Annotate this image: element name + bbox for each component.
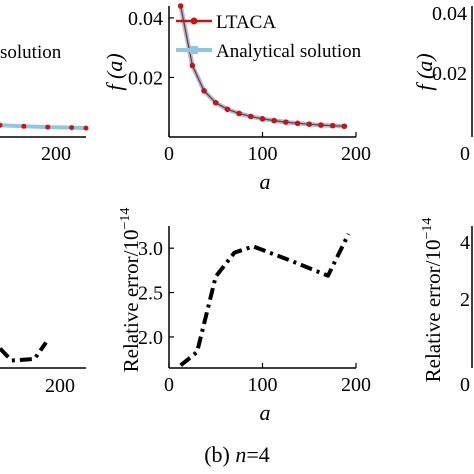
y-ticks: 0.04 0.02 (128, 8, 174, 89)
y-tick-label: 0.02 (432, 63, 467, 85)
x-axis-label: a (260, 400, 271, 425)
legend-ltaca-label: LTACA (216, 12, 276, 33)
x-tick-label: 200 (41, 143, 71, 165)
panel-top-left-partial: solution 200 (0, 42, 89, 165)
y-tick-label: 4 (460, 232, 470, 254)
x-tick-label: 0 (460, 374, 470, 396)
x-tick-label: 0 (164, 143, 174, 165)
series-relative-error-line (179, 233, 351, 367)
ltaca-point (271, 117, 277, 124)
ltaca-point (329, 122, 336, 129)
partial-point (69, 125, 75, 131)
ltaca-point (341, 123, 348, 130)
panel-top-middle: f (a) 0.04 0.02 0 100 200 a LTACA Analytica… (102, 3, 371, 194)
legend-analytical-marker (190, 46, 198, 54)
y-axis-label: Relative error/10−14 (118, 208, 143, 373)
y-tick-label: 0.02 (128, 67, 163, 89)
y-tick-label: 2.0 (138, 327, 163, 349)
panel-bottom-right-partial: Relative error/10−14 4 2 0 (420, 218, 473, 396)
figure-caption: (b) n=4 (204, 442, 270, 467)
x-axis-label: a (260, 169, 271, 194)
ltaca-point (318, 122, 324, 128)
y-tick-label: 2 (460, 289, 470, 311)
series-partial-line (0, 341, 48, 363)
legend-analytical-label: Analytical solution (216, 41, 362, 62)
y-tick-label: 0.04 (432, 3, 467, 25)
ltaca-point (212, 99, 219, 106)
x-tick-label: 100 (248, 143, 278, 165)
ltaca-point (236, 110, 242, 117)
y-tick-label: 2.5 (138, 283, 163, 305)
ltaca-point (306, 121, 313, 127)
ltaca-point (177, 3, 184, 9)
x-tick-label: 200 (341, 374, 371, 396)
x-tick-label: 0 (460, 143, 470, 165)
x-tick-label: 100 (248, 374, 278, 396)
series-group (179, 233, 351, 367)
ltaca-point (201, 88, 207, 94)
partial-point (45, 124, 51, 130)
x-tick-label: 200 (45, 375, 75, 397)
y-tick-label: 3.0 (138, 238, 163, 260)
ltaca-point (189, 62, 196, 69)
panel-top-right-partial: f (a) 0.04 0.02 0 (412, 3, 473, 165)
series-partial (0, 122, 89, 131)
x-tick-label: 0 (164, 374, 174, 396)
panel-bottom-left-partial: 200 (0, 341, 86, 397)
y-ticks: 3.0 2.5 2.0 (138, 238, 174, 349)
y-axis-label: f (a) (412, 53, 437, 90)
partial-point (83, 125, 89, 131)
panel-bottom-middle: Relative error/10−14 3.0 2.5 2.0 0 100 200 a (118, 208, 371, 425)
x-ticks: 0 100 200 (164, 363, 371, 396)
partial-point (0, 122, 3, 128)
ltaca-point (283, 119, 289, 125)
y-axis-label: Relative error/10−14 (420, 218, 445, 383)
legend: LTACA Analytical solution (176, 12, 362, 62)
ltaca-point (224, 106, 231, 113)
partial-point (21, 123, 27, 129)
x-ticks: 0 100 200 (164, 132, 371, 165)
legend-ltaca-marker (190, 17, 198, 25)
legend-partial-label: solution (0, 42, 62, 63)
series-partial (0, 341, 48, 363)
y-tick-label: 0.04 (128, 8, 163, 30)
ltaca-point (248, 113, 254, 120)
ltaca-point (259, 116, 266, 122)
series-group (177, 3, 348, 130)
y-axis-label: f (a) (102, 53, 127, 90)
x-tick-label: 200 (341, 143, 371, 165)
ltaca-point (294, 120, 301, 127)
